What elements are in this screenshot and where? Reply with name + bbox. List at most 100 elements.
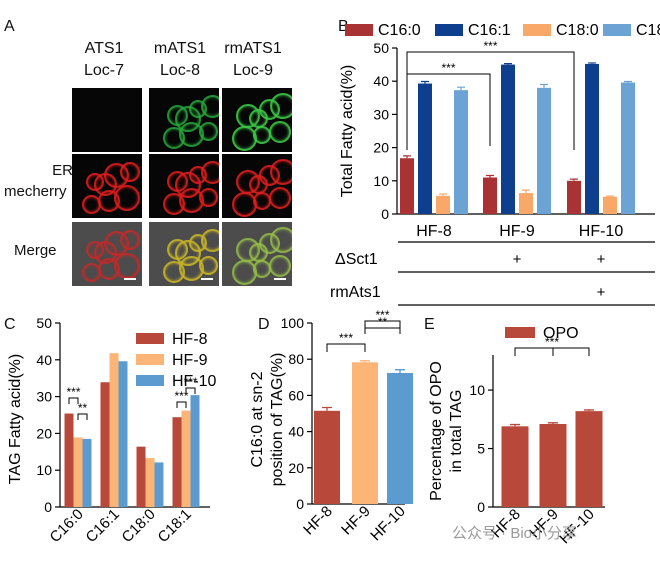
error-bar [439,193,447,196]
y-tick-label: 40 [288,424,304,440]
legend-swatch-HF-8 [136,333,164,344]
table-mark: + [597,284,606,301]
micrograph-r2-c3 [222,154,292,218]
legend-label-C18:1: C18:1 [636,22,660,39]
bar-HF-8 [501,426,529,507]
y-axis-title: Total Fatty acid(%) [339,65,356,197]
y-tick-label: 10 [373,173,389,189]
table-mark: + [513,251,522,268]
legend-swatch-OPO [505,327,535,338]
bar-C18:1-HF-8 [454,90,468,214]
category-label-C16:1: C16:1 [83,506,123,546]
sig-e1-bracket [514,347,590,356]
watermark: 公众号 · Bio小分享 [452,525,578,542]
bar-HF-10-C18:1 [190,395,200,507]
bar-C16:1-HF-8 [418,83,432,214]
bar-HF-9-C18:0 [145,458,155,507]
legend-label-C16:1: C16:1 [468,22,511,39]
sig-d3-label: *** [375,308,389,322]
panel-c-letter: C [4,316,16,333]
bar-C18:0-HF-9 [519,193,533,214]
bar-HF-9-C16:0 [73,437,83,507]
y-tick-label: 10 [469,382,485,398]
bar-HF-8 [314,410,340,504]
bar-HF-10-C18:0 [154,462,164,507]
micrograph-r3-c3 [222,222,292,286]
legend-label-HF-8: HF-8 [172,331,208,348]
legend-swatch-HF-9 [136,354,164,365]
micrograph-r1-c2 [149,88,219,152]
error-bar [457,86,465,91]
error-bar [548,422,558,424]
y-tick-label: 5 [477,441,485,457]
bar-HF-9-C16:1 [109,353,119,507]
y-tick-label: 20 [373,140,389,156]
y-tick-label: 50 [36,315,52,331]
row-label-merge: Merge [14,242,57,259]
error-bar [510,423,520,427]
table-row-label: ΔSct1 [335,251,378,268]
error-bar [360,360,370,363]
category-label-C16:0: C16:0 [47,506,87,546]
sig-b1-label: *** [441,61,455,75]
error-bar [395,369,405,373]
sig-d2-bracket [364,327,401,334]
panel-d-letter: D [258,316,270,333]
bar-HF-8-C16:0 [64,413,74,507]
sig-d2-label: ** [378,315,388,329]
bar-C16:1-HF-9 [501,64,515,214]
bar-C18:1-HF-10 [621,82,635,214]
sig-e1-label: *** [545,335,559,349]
legend-label-C16:0: C16:0 [378,22,421,39]
y-tick-label: 20 [36,425,52,441]
sig-c2-bracket [77,413,88,420]
column-header-3-line2: Loc-9 [232,62,274,79]
category-label-HF-8: HF-8 [416,223,452,240]
y-tick-label: 30 [373,106,389,122]
y-tick-label: 10 [36,462,52,478]
table-row-label: rmAts1 [330,284,381,301]
bar-C18:0-HF-8 [436,195,450,214]
y-tick-label: 20 [288,460,304,476]
bar-HF-8-C16:1 [100,382,110,507]
legend-label-OPO: OPO [543,325,579,342]
bar-C18:0-HF-10 [603,196,617,214]
legend-label-HF-10: HF-10 [172,373,217,390]
sig-b2-bracket [406,51,575,150]
bar-C16:0-HF-9 [483,177,497,214]
category-label-C18:1: C18:1 [155,506,195,546]
error-bar [486,174,494,178]
column-header-2-line2: Loc-8 [159,62,201,79]
micrograph-r3-c1 [72,222,142,286]
sig-c4-bracket [185,387,196,394]
column-header-3-line1: rmATS1 [224,40,282,57]
error-bar [504,63,512,65]
micrograph-r1-c1 [72,88,142,152]
category-label-HF-9: HF-9 [499,223,535,240]
sig-c4-label: *** [183,375,197,389]
error-bar [421,80,429,84]
legend-swatch-C18:1 [603,24,631,36]
micrograph-r2-c1 [72,154,142,218]
sig-c1-bracket [68,397,79,404]
bar-C16:1-HF-10 [585,63,599,214]
legend-swatch-C16:0 [345,24,373,36]
y-tick-label: 40 [373,73,389,89]
bar-C16:0-HF-10 [567,180,581,214]
bar-HF-10 [575,411,603,507]
error-bar [624,80,632,83]
bar-HF-8-C18:1 [172,417,182,507]
row-label-er-line1: ER- [52,162,78,179]
error-bar [540,83,548,88]
bar-HF-9-C18:1 [181,410,191,507]
y-axis-title: C16:0 at sn-2 position of TAG(%) [249,353,286,487]
y-axis-title: TAG Fatty acid(%) [7,354,24,484]
micrograph-r1-c3 [222,88,292,152]
sig-c3-label: *** [174,389,188,403]
sig-b2-label: *** [483,39,497,53]
y-axis-title: Percentage of OPO in total TAG [428,361,465,501]
panel-e-letter: E [424,316,435,333]
legend-swatch-HF-10 [136,375,164,386]
error-bar [588,62,596,64]
